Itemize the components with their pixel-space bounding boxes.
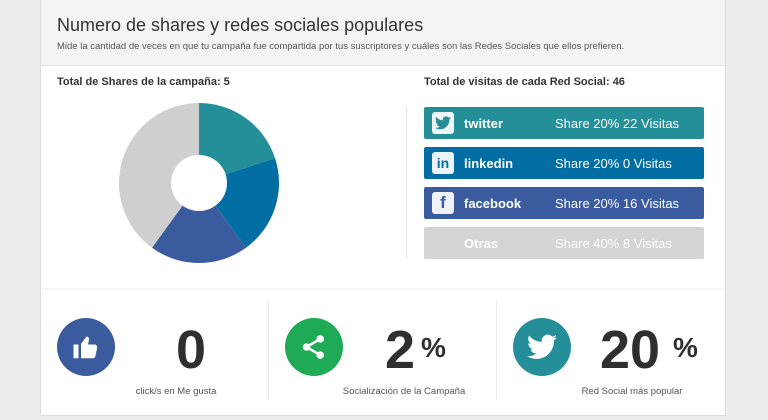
social-row-facebook[interactable]: f facebook Share 20% 16 Visitas bbox=[424, 187, 704, 219]
kpi-value: 0 bbox=[176, 320, 207, 380]
thumbs-up-icon bbox=[57, 318, 115, 376]
page-title: Numero de shares y redes sociales popula… bbox=[57, 15, 424, 35]
column-divider bbox=[406, 106, 407, 258]
kpi-caption: Socialización de la Campaña bbox=[342, 386, 466, 397]
panel-header: Numero de shares y redes sociales popula… bbox=[41, 0, 725, 66]
twitter-bird-icon bbox=[513, 318, 571, 376]
social-name: Otras bbox=[464, 235, 498, 251]
share-icon bbox=[285, 318, 343, 376]
kpi-value: 20 bbox=[600, 320, 661, 380]
kpi-value: 2 bbox=[385, 320, 416, 380]
facebook-icon: f bbox=[432, 192, 454, 214]
linkedin-icon: in bbox=[432, 152, 454, 174]
shares-panel: Numero de shares y redes sociales popula… bbox=[40, 0, 726, 416]
page-subtitle: Mide la cantidad de veces en que tu camp… bbox=[57, 41, 625, 52]
kpi-unit: % bbox=[673, 332, 698, 363]
kpi-caption: click/s en Me gusta bbox=[135, 386, 217, 397]
social-stats: Share 20% 0 Visitas bbox=[555, 155, 672, 171]
kpi-divider bbox=[496, 300, 497, 400]
twitter-bird-icon bbox=[432, 112, 454, 134]
social-row-otras[interactable]: Otras Share 40% 8 Visitas bbox=[424, 227, 704, 259]
shares-donut-chart bbox=[119, 103, 279, 263]
pie-slice-facebook bbox=[151, 183, 247, 263]
kpi-unit: % bbox=[421, 332, 446, 363]
section-divider bbox=[41, 288, 725, 290]
social-row-linkedin[interactable]: in linkedin Share 20% 0 Visitas bbox=[424, 147, 704, 179]
kpi-popular-network: 20 % Red Social más popular bbox=[497, 300, 723, 410]
kpi-caption: Red Social más popular bbox=[581, 386, 683, 397]
social-stats: Share 20% 16 Visitas bbox=[555, 195, 680, 211]
total-visits-label: Total de visitas de cada Red Social: 46 bbox=[424, 76, 625, 88]
social-stats: Share 20% 22 Visitas bbox=[555, 115, 680, 131]
kpi-likes: 0 click/s en Me gusta bbox=[41, 300, 267, 410]
kpi-socialization: 2 % Socialización de la Campaña bbox=[269, 300, 495, 410]
social-name: linkedin bbox=[464, 155, 514, 171]
social-name: facebook bbox=[464, 195, 522, 211]
social-stats: Share 40% 8 Visitas bbox=[555, 235, 672, 251]
donut-hole bbox=[171, 155, 227, 211]
total-shares-label: Total de Shares de la campaña: 5 bbox=[57, 76, 230, 88]
social-row-twitter[interactable]: twitter Share 20% 22 Visitas bbox=[424, 107, 704, 139]
social-name: twitter bbox=[464, 115, 503, 131]
kpi-divider bbox=[268, 300, 269, 400]
pie-slice-otras bbox=[119, 103, 199, 248]
